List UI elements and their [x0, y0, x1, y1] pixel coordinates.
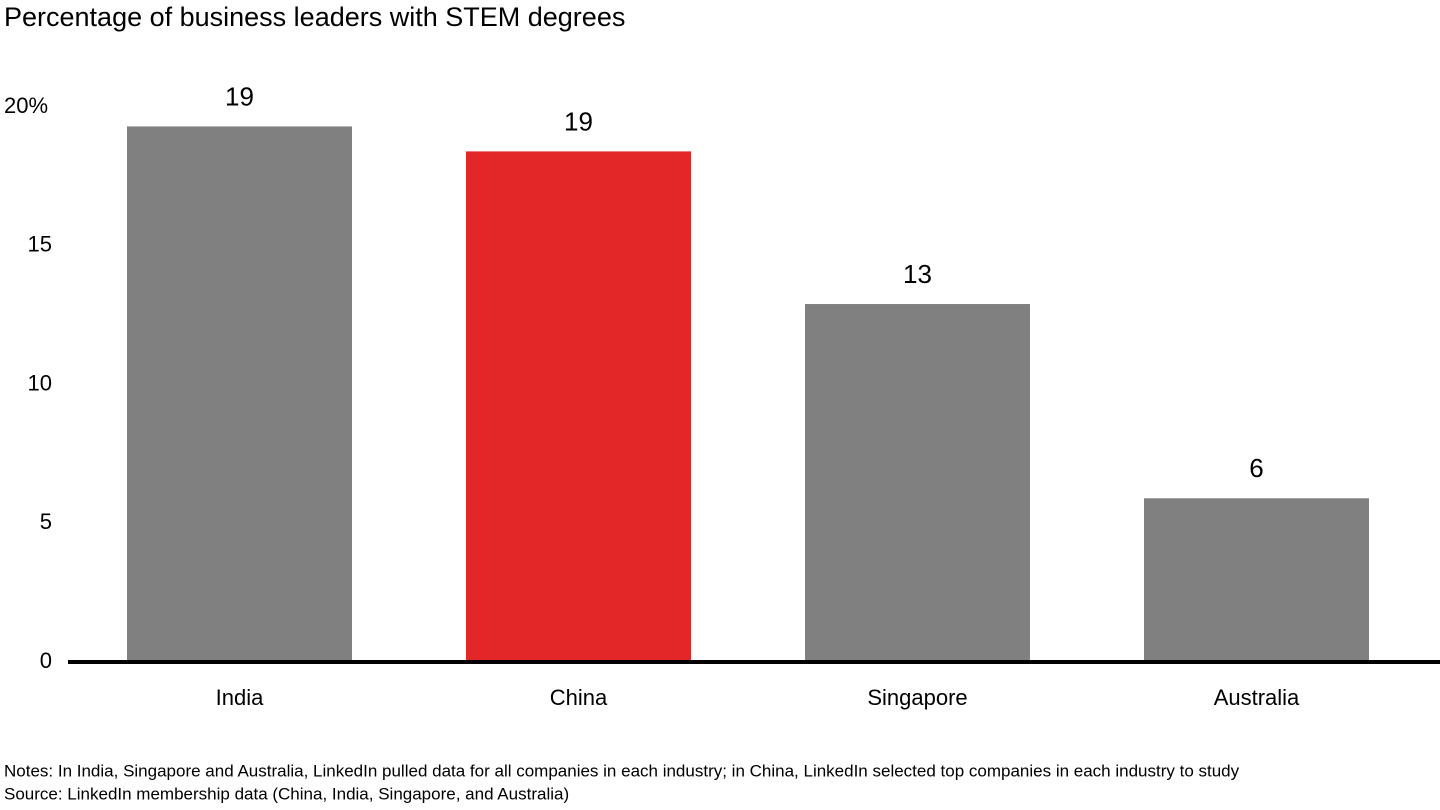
y-tick-label: 0 [40, 648, 52, 673]
y-tick-label: 10 [28, 370, 52, 395]
value-label: 19 [225, 81, 254, 111]
bar [127, 126, 352, 663]
bar [466, 151, 691, 662]
x-tick-label: Australia [1214, 685, 1300, 710]
bar [805, 304, 1030, 662]
x-tick-label: India [216, 685, 264, 710]
source: Source: LinkedIn membership data (China,… [4, 784, 569, 803]
bar [1144, 498, 1369, 662]
x-tick-label: China [550, 685, 608, 710]
y-tick-label: 5 [40, 509, 52, 534]
notes: Notes: In India, Singapore and Australia… [4, 761, 1240, 780]
x-tick-label: Singapore [867, 685, 967, 710]
value-label: 6 [1249, 453, 1263, 483]
y-tick-label: 20% [4, 93, 48, 118]
y-tick-label: 15 [28, 232, 52, 257]
value-label: 13 [903, 259, 932, 289]
value-label: 19 [564, 106, 593, 136]
chart-title: Percentage of business leaders with STEM… [4, 2, 625, 32]
